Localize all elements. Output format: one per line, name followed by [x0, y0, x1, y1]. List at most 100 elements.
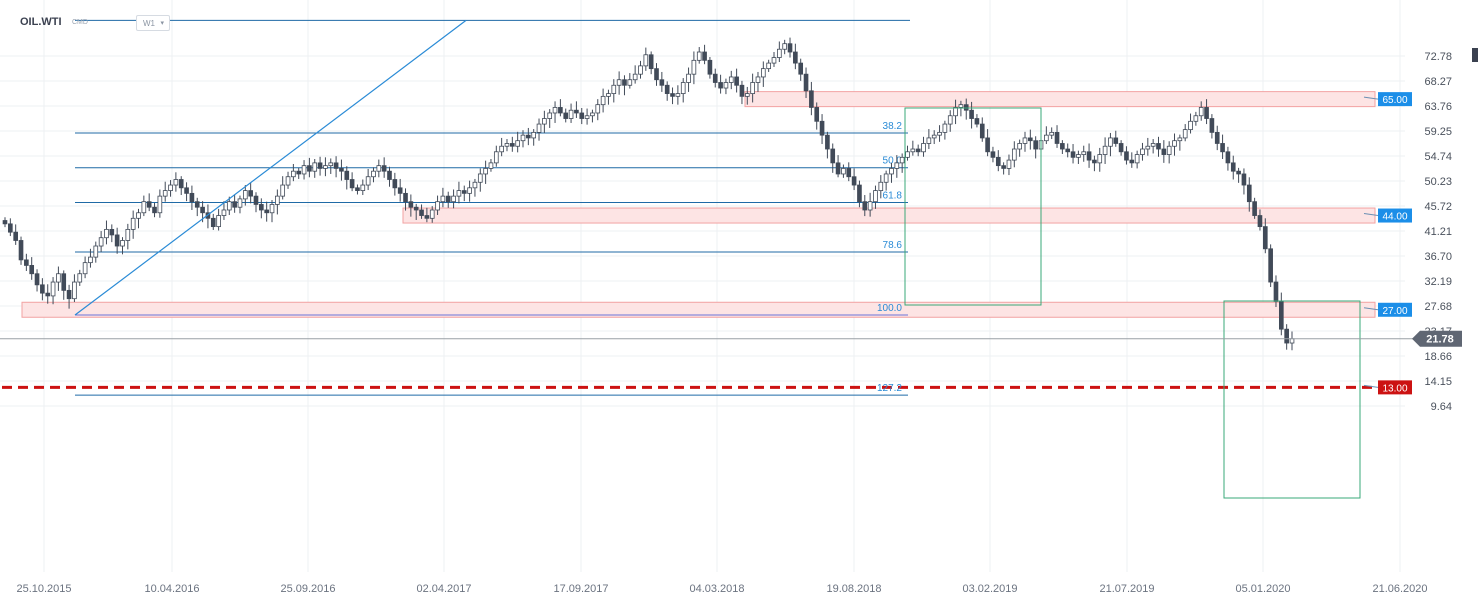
symbol-label: OIL.WTI [20, 16, 62, 28]
candle-body [552, 107, 558, 114]
candles [2, 37, 1295, 351]
annotations[interactable] [0, 19, 1418, 499]
candle-body [456, 190, 462, 197]
candle-body [771, 57, 777, 64]
candle-body [600, 95, 606, 106]
candle-body [1172, 140, 1177, 147]
candle-body [990, 151, 996, 158]
candle-body [1262, 226, 1268, 250]
level-badge[interactable] [1378, 380, 1412, 395]
candle-body [114, 234, 120, 247]
candle-body [947, 115, 953, 125]
time-axis[interactable]: 25.10.2015 10.04.2016 25.09.2016 02.04.2017… [16, 583, 1427, 595]
candle-body [1193, 115, 1199, 122]
badge-connector [1363, 384, 1379, 388]
candle-body [526, 134, 531, 139]
candle-body [360, 184, 366, 191]
x-tick-label: 02.04.2017 [416, 583, 471, 595]
candle-body [825, 134, 830, 150]
x-tick-label: 19.08.2018 [826, 583, 881, 595]
breakdown-box[interactable] [1223, 300, 1361, 499]
candle-body [846, 168, 852, 178]
fib-level-label: 38.2 [883, 121, 903, 132]
candle-body [317, 162, 323, 169]
level-badge[interactable] [1378, 302, 1412, 317]
interval-select[interactable]: W1 ▾ [136, 15, 170, 31]
candle-body [120, 240, 125, 247]
fibonacci-retracement[interactable]: 38.2 50.0 61.8 78.6 100.0 127.2 [75, 19, 910, 396]
candle-body [1257, 215, 1263, 228]
x-tick-label: 10.04.2016 [144, 583, 199, 595]
candle-body [237, 198, 243, 208]
candle-body [269, 204, 275, 214]
candle-body [670, 93, 675, 97]
candle-body [472, 181, 478, 189]
candle-body [66, 289, 72, 300]
price-axis[interactable]: 72.78 68.27 63.76 59.25 54.74 50.23 45.72 41.21… [1363, 48, 1478, 413]
last-price-label: 21.78 [1426, 334, 1454, 346]
candle-body [253, 195, 259, 205]
candle-body [1102, 145, 1108, 155]
candle-body [371, 170, 376, 178]
candle-body [969, 109, 974, 119]
candle-body [1188, 120, 1193, 131]
level-badge[interactable] [1378, 208, 1412, 223]
candle-body [542, 118, 547, 125]
last-price-badge [1412, 330, 1462, 347]
candle-body [622, 79, 627, 86]
candle-body [349, 179, 355, 189]
candle-body [777, 48, 782, 58]
candle-body [376, 165, 382, 172]
candle-body [285, 176, 291, 186]
candle-body [323, 165, 328, 169]
candle-body [867, 201, 873, 211]
candle-body [1017, 143, 1022, 150]
candle-body [82, 262, 88, 275]
candle-body [1214, 131, 1220, 144]
candle-body [707, 59, 713, 75]
candle-body [499, 145, 504, 153]
candle-body [1198, 107, 1204, 117]
fib-level-label: 61.8 [883, 190, 903, 201]
candle-body [355, 187, 360, 191]
candle-body [1070, 151, 1076, 158]
candle-body [883, 173, 889, 183]
candle-body [755, 76, 761, 83]
candle-body [61, 273, 67, 291]
trend-line[interactable] [74, 19, 467, 316]
candle-body [579, 112, 585, 119]
x-tick-label: 21.06.2020 [1372, 583, 1427, 595]
x-tick-label: 25.10.2015 [16, 583, 71, 595]
candle-body [461, 190, 467, 194]
candle-body [659, 79, 665, 86]
candle-body [787, 43, 793, 53]
candle-body [648, 54, 654, 70]
y-tick-label: 54.74 [1424, 151, 1452, 163]
candle-body [515, 140, 520, 147]
x-tick-label: 03.02.2019 [962, 583, 1017, 595]
candle-body [13, 231, 19, 241]
candle-body [926, 137, 932, 144]
y-tick-label: 68.27 [1424, 76, 1452, 88]
candle-body [93, 245, 99, 258]
x-tick-label: 25.09.2016 [280, 583, 335, 595]
candle-body [141, 201, 147, 214]
candle-body [718, 82, 723, 89]
candle-body [275, 195, 280, 205]
candle-body [1134, 154, 1140, 164]
candle-body [627, 79, 633, 86]
candle-body [675, 93, 681, 97]
candle-body [931, 134, 937, 139]
candle-body [1028, 137, 1033, 142]
level-badge[interactable] [1378, 92, 1412, 107]
candle-body [873, 190, 878, 203]
candle-body [814, 107, 820, 122]
candle-body [312, 162, 318, 172]
candle-body [1006, 159, 1012, 169]
candle-body [1252, 201, 1257, 216]
candle-body [1118, 143, 1124, 153]
candle-body [979, 123, 985, 139]
consolidation-box[interactable] [904, 107, 1042, 306]
